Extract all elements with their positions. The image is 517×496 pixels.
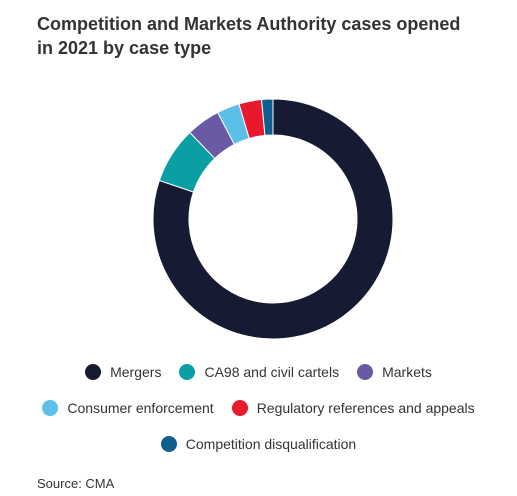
- donut-slice-mergers: [152, 98, 394, 340]
- legend-item-ca98-and-civil-cartels: CA98 and civil cartels: [179, 364, 339, 380]
- legend-label-mergers: Mergers: [110, 364, 162, 380]
- legend-swatch-consumer-enforcement: [42, 400, 59, 416]
- donut-slice-competition-disqualification: [260, 98, 274, 136]
- legend-item-markets: Markets: [357, 364, 432, 380]
- legend-label-competition-disqualification: Competition disqualification: [185, 436, 357, 452]
- legend-label-regulatory-references-and-appeals: Regulatory references and appeals: [256, 400, 475, 416]
- legend-item-regulatory-references-and-appeals: Regulatory references and appeals: [231, 400, 475, 416]
- legend-label-consumer-enforcement: Consumer enforcement: [67, 400, 214, 416]
- legend-row: Competition disqualification: [0, 434, 517, 454]
- legend-row: Consumer enforcement Regulatory reference…: [0, 398, 517, 418]
- legend-swatch-mergers: [85, 364, 102, 380]
- donut-chart: [152, 98, 394, 340]
- chart-legend: Mergers CA98 and civil cartels Markets Cons…: [0, 362, 517, 470]
- legend-label-markets: Markets: [382, 364, 432, 380]
- legend-swatch-regulatory-references-and-appeals: [231, 400, 248, 416]
- legend-swatch-ca98-and-civil-cartels: [179, 364, 196, 380]
- legend-label-ca98-and-civil-cartels: CA98 and civil cartels: [204, 364, 340, 380]
- legend-swatch-markets: [357, 364, 374, 380]
- legend-row: Mergers CA98 and civil cartels Markets: [0, 362, 517, 382]
- legend-item-mergers: Mergers: [85, 364, 161, 380]
- legend-swatch-competition-disqualification: [160, 436, 177, 452]
- chart-title: Competition and Markets Authority cases …: [37, 14, 461, 58]
- legend-item-consumer-enforcement: Consumer enforcement: [42, 400, 214, 416]
- source-note: Source: CMA: [37, 476, 115, 491]
- legend-item-competition-disqualification: Competition disqualification: [160, 436, 357, 452]
